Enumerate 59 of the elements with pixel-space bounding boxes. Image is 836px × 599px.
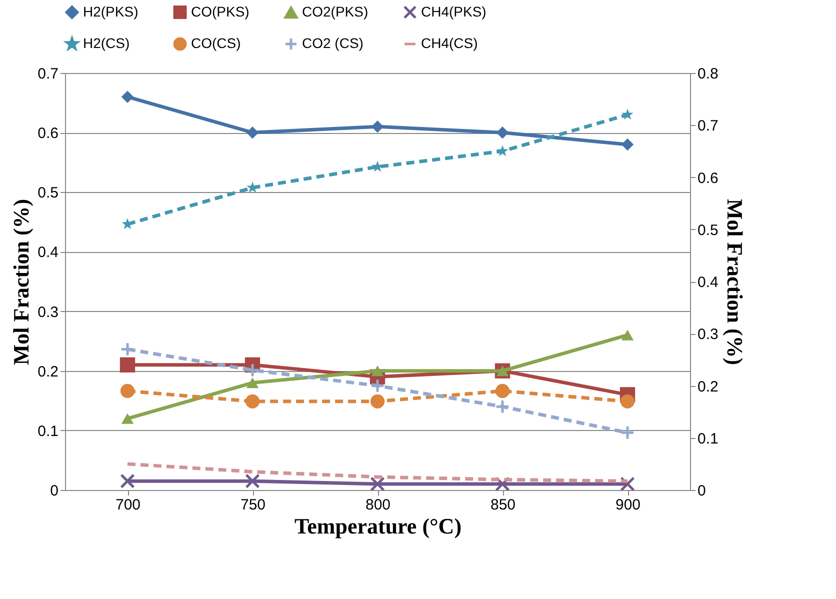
point [370,476,385,492]
point [121,413,134,424]
y-tick-label: 0.6 [38,125,58,142]
y2-tick-label: 0.4 [698,274,718,291]
y2-tick-label: 0.5 [698,222,718,239]
legend-label: CO2 (CS) [302,35,364,51]
legend-label: CO(CS) [191,35,241,51]
x-tick-label: 750 [240,496,266,514]
point [245,394,260,408]
point [620,425,635,440]
point [622,108,634,120]
y2-tick-label: 0.2 [698,378,718,396]
point [621,138,634,151]
point [370,394,385,408]
y2-tick-label: 0.1 [698,430,718,448]
x-tick-label: 850 [490,496,516,514]
x-tick-label: 800 [365,496,391,514]
legend-label: CH4(CS) [421,35,478,51]
y2-tick-label: 0.3 [698,326,718,344]
x-tick-label: 900 [615,496,641,514]
point [495,399,510,414]
point [245,362,260,378]
point [120,342,135,357]
line-series [126,462,630,483]
y-tick-label: 0 [50,482,58,500]
point [496,145,508,156]
y-axis-title: Mol Fraction (%) [8,198,34,366]
point [246,126,259,139]
point [496,126,509,139]
legend-label: CO2(PKS) [302,4,368,20]
point [371,120,384,133]
y2-tick-label: 0.7 [698,118,718,135]
y-tick-label: 0.3 [38,304,58,321]
x-tick-label: 700 [115,496,141,514]
legend-label: H2(CS) [83,35,130,51]
point [121,90,134,103]
point [246,377,259,388]
point [245,474,260,488]
y2-tick-label: 0 [698,482,706,500]
y-tick-label: 0.1 [38,422,58,440]
point [370,378,385,394]
point [620,394,635,408]
legend-label: CH4(PKS) [421,3,486,20]
point [371,366,384,376]
y2-tick-label: 0.6 [698,170,718,187]
point [120,357,136,372]
y-tick-label: 0.5 [38,184,58,202]
point [621,330,634,340]
y-tick-label: 0.4 [38,244,58,262]
y2-axis-title: Mol Fraction (%) [722,198,748,366]
y-tick-label: 0.7 [38,66,58,82]
y2-tick-label: 0.8 [698,66,718,82]
legend-label: H2(PKS) [83,3,138,20]
legend-label: CO(PKS) [191,3,250,20]
x-axis-title: Temperature (°C) [294,514,462,538]
y-tick-label: 0.2 [38,363,58,380]
point [120,474,135,488]
point [495,384,510,398]
point [120,384,135,398]
